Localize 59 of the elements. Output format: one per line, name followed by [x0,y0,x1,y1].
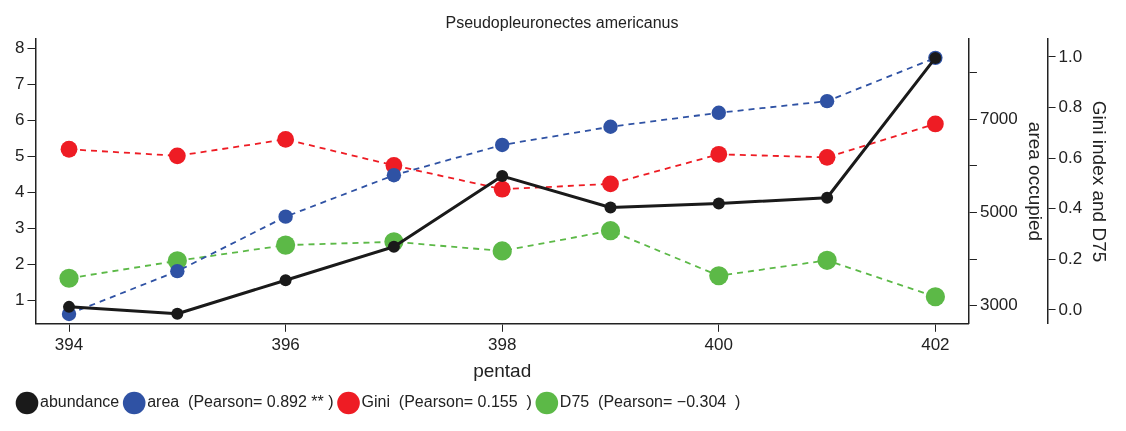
point [600,221,621,241]
x-axis-title: pentad [473,359,532,381]
y-tick-label: 1 [14,290,25,310]
y3-tick-label: 0.8 [1058,97,1083,117]
point [60,140,78,158]
point [496,170,509,183]
point [168,147,186,165]
point [819,93,835,109]
point [493,180,511,198]
chart-title: Pseudopleuronectes americanus [445,14,679,32]
y2-tick-label: 3000 [979,295,1018,315]
point [63,300,76,313]
point [492,241,512,261]
y-tick-label: 3 [14,218,25,238]
y-tick-label: 4 [14,182,25,201]
legend-label: area (Pearson= 0.892 ** ) [147,393,334,411]
y-tick-label: 6 [14,109,25,129]
point [710,145,728,163]
point [925,287,945,307]
point [495,137,510,153]
point [817,250,837,270]
y-tick-label: 8 [14,37,25,57]
legend-label: D75 (Pearson= −0.304 ) [559,393,741,411]
y-tick-label: 5 [14,145,25,165]
point [604,201,617,214]
point [821,191,834,204]
y3-tick-label: 1.0 [1058,46,1083,66]
point [171,307,184,320]
y3-tick-label: 0.2 [1058,248,1083,268]
x-tick-label: 400 [704,334,733,354]
y3-tick-label: 0.0 [1058,299,1083,319]
legend-label: abundance [40,393,120,411]
y-tick-label: 2 [14,254,25,274]
point [59,268,79,288]
point [709,266,729,286]
y3-tick-label: 0.4 [1058,198,1083,218]
legend-label: Gini (Pearson= 0.155 ) [361,393,532,411]
point [279,274,292,287]
point [926,115,944,133]
y2-tick-label: 5000 [979,202,1018,222]
point [276,235,296,255]
y2-tick-label: 7000 [979,109,1018,128]
point [711,105,726,120]
x-tick-label: 398 [488,334,517,354]
y3-tick-label: 0.6 [1058,147,1083,167]
y3-axis-title: Gini index and D75 [1089,100,1111,263]
point [602,175,619,193]
x-tick-label: 396 [271,334,300,354]
x-tick-label: 394 [54,334,84,354]
point [386,168,402,183]
point [712,197,725,210]
point [170,263,185,279]
point [818,148,836,166]
x-tick-label: 402 [921,334,950,354]
point [278,209,293,224]
y-tick-label: 7 [14,73,25,93]
point [603,119,618,134]
point [277,130,295,148]
y2-axis-title: area occupied [1024,121,1046,242]
